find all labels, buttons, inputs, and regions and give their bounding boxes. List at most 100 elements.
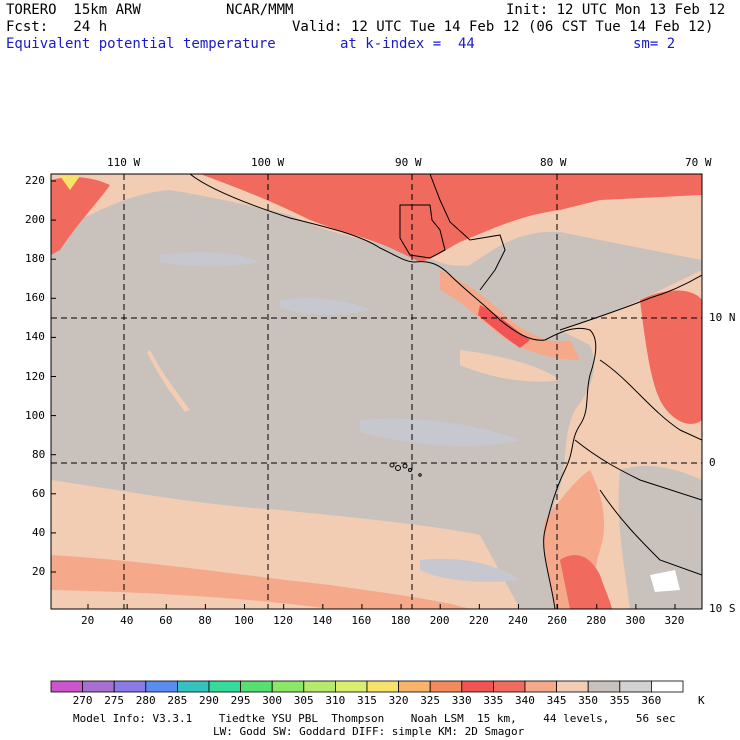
colorbar-swatch — [587, 680, 621, 693]
country-border-guatemala — [399, 204, 446, 259]
x-tick-label: 80 — [198, 614, 212, 627]
lat-label: 10 N — [709, 311, 736, 324]
y-tick-label: 80 — [32, 447, 46, 461]
theta-e-field — [51, 174, 702, 609]
amazon-gray-patch — [618, 465, 702, 609]
ocean-warm-streak-1 — [147, 350, 190, 412]
x-tick-label: 320 — [664, 614, 685, 627]
lat-label: 10 S — [709, 602, 736, 615]
colorbar-swatch — [82, 680, 115, 693]
plot-frame — [50, 173, 703, 610]
colorbar-swatch — [619, 680, 652, 693]
y-tick-label: 40 — [32, 525, 46, 539]
field-name: Equivalent potential temperature — [6, 36, 276, 52]
x-tick-label: 240 — [507, 614, 528, 627]
colorbar-level-label: 300 — [262, 694, 283, 707]
coastline-caribbean-sa — [559, 274, 702, 331]
x-tick-label: 40 — [120, 614, 134, 627]
lon-label: 110 W — [107, 156, 141, 169]
south-edge-band — [51, 590, 330, 609]
x-tick-label: 100 — [234, 614, 254, 627]
y-tick-label: 220 — [25, 174, 45, 187]
border-ecuador-peru — [574, 439, 702, 501]
amazon-white-patch — [650, 570, 680, 592]
colorbar-level-label: 270 — [72, 694, 93, 707]
init-time: Init: 12 UTC Mon 13 Feb 12 — [506, 2, 726, 18]
x-tick-label: 120 — [273, 614, 294, 627]
colorbar-level-label: 360 — [641, 694, 662, 707]
galapagos-islands — [389, 462, 422, 477]
colorbar-swatch — [176, 680, 210, 693]
andes-hot-north — [640, 290, 702, 424]
x-tick-label: 140 — [312, 614, 333, 627]
y-tick-label: 100 — [25, 408, 45, 422]
ocean-cool-patch-4 — [420, 558, 520, 582]
colorbar-level-label: 330 — [451, 694, 472, 707]
model-info-line1: Model Info: V3.3.1 Tiedtke YSU PBL Thomp… — [73, 712, 676, 725]
lon-label: 90 W — [395, 156, 422, 169]
colorbar-level-label: 305 — [293, 694, 314, 707]
y-tick-label: 60 — [32, 486, 46, 500]
colorbar-unit: K — [698, 694, 705, 707]
smoothing-info: sm= 2 — [633, 36, 676, 52]
border-colombia-venezuela — [599, 359, 702, 441]
tick-marks — [51, 180, 676, 609]
colorbar-level-label: 285 — [167, 694, 188, 707]
coastline-caribbean — [429, 174, 506, 291]
y-tick-label: 20 — [32, 565, 46, 578]
isthmus-hot-strip — [478, 305, 530, 348]
isthmus-warm-strip — [440, 270, 580, 360]
lat-label: 0 — [709, 456, 716, 469]
level-info: at k-index = 44 — [340, 36, 475, 52]
y-tick-label: 140 — [25, 330, 45, 344]
lon-label: 70 W — [685, 156, 712, 169]
forecast-hour: Fcst: 24 h — [6, 19, 108, 35]
x-tick-label: 260 — [547, 614, 567, 627]
y-tick-label: 200 — [25, 213, 45, 227]
x-tick-label: 180 — [390, 614, 411, 627]
colorbar-level-label: 275 — [104, 694, 125, 707]
colorbar-swatch — [524, 680, 558, 693]
colorbar-swatch — [556, 680, 589, 693]
colorbar-swatch — [334, 680, 368, 693]
colorbar-level-label: 340 — [515, 694, 535, 707]
colorbar-swatch — [145, 680, 178, 693]
colorbar-level-label: 335 — [483, 694, 504, 707]
y-tick-label: 160 — [25, 291, 45, 305]
y-tick-label: 180 — [25, 252, 45, 266]
colorbar-level-label: 355 — [609, 694, 630, 707]
colorbar-level-label: 295 — [230, 694, 251, 707]
colorbar-level-label: 280 — [135, 694, 156, 707]
peru-hot-patch — [560, 555, 612, 609]
x-tick-label: 300 — [625, 614, 646, 627]
colorbar-swatch — [271, 680, 305, 693]
colorbar-level-label: 310 — [325, 694, 346, 707]
model-title: TORERO 15km ARW — [6, 2, 141, 18]
x-tick-label: 280 — [586, 614, 607, 627]
center-title: NCAR/MMM — [226, 2, 294, 18]
valid-time: Valid: 12 UTC Tue 14 Feb 12 (06 CST Tue … — [292, 19, 714, 35]
colorbar-level-label: 315 — [357, 694, 377, 707]
colorbar-swatch — [366, 680, 400, 693]
colorbar-swatch — [50, 680, 84, 693]
ocean-cool-patch-2 — [280, 298, 370, 315]
model-info-line2: LW: Godd SW: Goddard DIFF: simple KM: 2D… — [213, 725, 525, 738]
colorbar-swatch — [492, 680, 526, 693]
ocean-cool-patch-1 — [160, 252, 260, 267]
colorbar-swatch — [651, 680, 684, 693]
x-tick-label: 60 — [159, 614, 173, 627]
colorbar-level-label: 320 — [388, 694, 409, 707]
colorbar-level-label: 290 — [199, 694, 219, 707]
x-tick-label: 20 — [81, 614, 95, 627]
x-tick-label: 200 — [429, 614, 450, 627]
x-tick-label: 220 — [468, 614, 489, 627]
northwest-yellow-patch — [60, 176, 80, 190]
x-tick-label: 160 — [351, 614, 372, 627]
colorbar — [50, 680, 684, 693]
colorbar-level-label: 345 — [546, 694, 567, 707]
colorbar-level-label: 325 — [420, 694, 441, 707]
coastline-pacific — [189, 174, 597, 609]
border-peru-brazil — [599, 489, 702, 576]
colorbar-swatch — [461, 680, 494, 693]
